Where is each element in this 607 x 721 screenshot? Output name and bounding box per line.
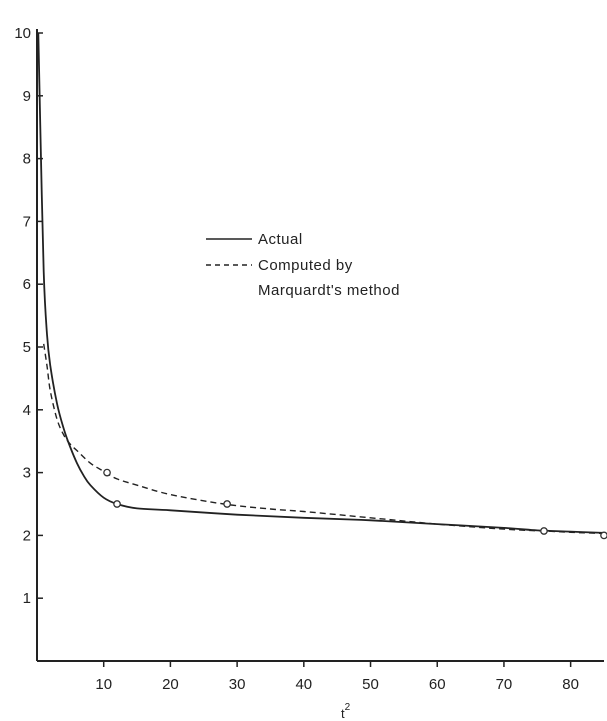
y-tick-label: 3 (23, 465, 31, 482)
legend: Actual Computed by Marquardt's method (206, 231, 400, 299)
y-tick-label: 2 (23, 527, 31, 544)
x-tick-label: 40 (295, 676, 312, 693)
x-axis-label-base: t (341, 706, 345, 721)
y-tick-label: 1 (23, 590, 31, 607)
x-axis-label: t2 (341, 702, 351, 721)
x-tick-label: 50 (362, 676, 379, 693)
legend-computed-label-line2: Marquardt's method (258, 282, 400, 299)
data-point-marker (600, 531, 607, 540)
x-tick-label: 60 (429, 676, 446, 693)
x-tick-label: 10 (95, 676, 112, 693)
x-tick-label: 20 (162, 676, 179, 693)
y-tick-label: 8 (23, 151, 31, 168)
y-tick-label: 7 (23, 213, 31, 230)
series-layer (37, 32, 605, 535)
series-computed-line (43, 343, 605, 535)
data-point-marker (103, 468, 111, 477)
x-tick-label: 70 (496, 676, 513, 693)
legend-actual-label: Actual (258, 231, 303, 248)
data-point-marker (113, 500, 121, 508)
data-point-marker (223, 500, 231, 508)
y-tick-label: 5 (23, 339, 31, 356)
x-tick-label: 30 (229, 676, 246, 693)
y-tick-label: 9 (23, 88, 31, 105)
legend-computed-label-line1: Computed by (258, 257, 353, 274)
markers-layer (103, 468, 607, 540)
x-tick-label: 80 (562, 676, 579, 693)
ticks: 10 20 30 40 50 60 70 80 1 2 3 4 5 6 7 8 9 10 (14, 25, 579, 693)
y-tick-label: 4 (23, 402, 31, 419)
axes (36, 29, 604, 662)
series-actual-line (37, 32, 605, 534)
data-point-marker (540, 527, 548, 535)
x-axis-label-superscript: 2 (345, 702, 351, 713)
y-tick-label: 6 (23, 276, 31, 293)
y-tick-label: 10 (14, 25, 31, 42)
